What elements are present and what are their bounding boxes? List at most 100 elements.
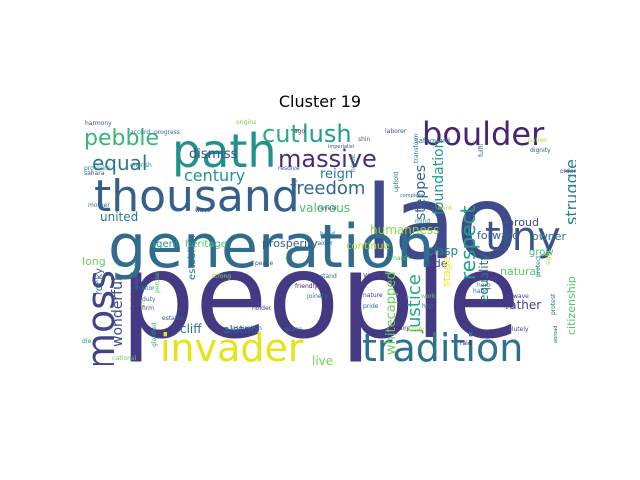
cloud-word-stand: stand [320, 273, 337, 280]
cloud-word-massive: massive [278, 145, 377, 173]
cloud-word-pride: pride [363, 303, 379, 310]
cloud-word-agent: agent [150, 239, 179, 250]
cloud-word-submission: submission [130, 287, 136, 315]
cloud-word-forward: forward [477, 229, 519, 242]
cloud-word-path: path [172, 124, 277, 178]
cloud-word-complete: complete [400, 193, 423, 199]
cloud-word-work: work [421, 293, 436, 300]
cloud-word-wave: wave [513, 293, 529, 300]
cloud-word-wonderful: wonderful [110, 277, 126, 347]
cloud-word-citizenship: citizenship [565, 276, 576, 335]
cloud-word-die: die [82, 338, 91, 345]
cloud-word-stage: stage [440, 256, 453, 287]
cloud-word-grow: grow [529, 247, 554, 258]
cloud-word-dismiss: dismiss [189, 147, 238, 162]
cloud-word-hop: hop [422, 303, 433, 310]
cloud-word-safeguard: safeguard [415, 137, 450, 145]
cloud-word-imperialist: imperialist [328, 144, 354, 150]
cloud-word-tradition: tradition [362, 326, 523, 365]
cloud-word-valorous: valorous [299, 201, 350, 215]
cloud-word-estates: estates [162, 315, 184, 322]
cloud-word-united: united [100, 210, 138, 224]
cloud-word-uphold: uphold [393, 171, 400, 192]
cloud-word-cover: cover [408, 326, 425, 333]
cloud-word-laborer: laborer [385, 128, 407, 135]
cloud-word-struggle: struggle [562, 159, 576, 225]
cloud-word-countless: countless [133, 260, 140, 289]
cloud-word-clasp: clasp [427, 244, 458, 258]
cloud-word-natural: natural [500, 265, 539, 278]
cloud-word-mother: mother [88, 202, 110, 209]
cloud-word-hard: hard [438, 205, 452, 212]
cloud-word-raid: raid [460, 340, 472, 347]
cloud-word-march: march [391, 255, 410, 262]
cloud-word-progress: progress [154, 129, 180, 136]
cloud-word-shin: shin [358, 136, 371, 143]
cloud-word-tiny: tiny [485, 214, 561, 260]
cloud-word-prosperity: prosperity [262, 237, 318, 250]
cloud-word-lush: lush [302, 120, 352, 148]
cloud-word-long: long [82, 255, 106, 268]
cloud-word-duty: duty [142, 296, 156, 303]
cloud-word-sight: sight [545, 250, 552, 265]
cloud-word-transform: transform [413, 133, 420, 163]
cloud-word-protest: protest [550, 293, 557, 315]
cloud-word-viger: viger [363, 271, 381, 279]
cloud-word-accord: accord [130, 129, 150, 136]
cloud-word-nation: nation [528, 137, 547, 144]
cloud-word-peruse: peruse [154, 272, 161, 293]
cloud-word-century: century [184, 166, 245, 185]
cloud-word-owner: owner [532, 230, 566, 243]
cloud-word-cliff: cliff [180, 322, 202, 336]
cloud-word-fulfil: fulfil [478, 144, 485, 157]
cloud-word-generation: generation [108, 212, 434, 282]
cloud-word-boulder: boulder [422, 115, 545, 153]
cloud-word-proud: proud [507, 216, 539, 229]
cloud-word-resolve: resolve [278, 165, 300, 172]
cloud-word-equality: equality [477, 254, 491, 302]
cloud-word-protect: protect [535, 255, 542, 277]
cloud-word-harmony: harmony [85, 120, 112, 127]
cloud-word-dignity: dignity [530, 147, 551, 154]
cloud-word-heritage: heritage [185, 239, 227, 250]
cloud-word-humanness: humanness [370, 223, 439, 237]
cloud-word-cut: cut [262, 120, 300, 148]
cloud-word-reign: reign [320, 167, 353, 182]
cloud-word-rocky: rocky [94, 268, 105, 295]
cloud-word-whitecapped: whitecapped [384, 272, 399, 355]
cloud-word-traitor: traitor [136, 285, 155, 292]
cloud-word-friendly: friendly [295, 283, 318, 290]
cloud-word-joinery: joinery [306, 293, 328, 300]
cloud-word-mind: mind [415, 218, 430, 225]
cloud-word-proclaim: proclaim [84, 165, 110, 172]
cloud-word-order: order [560, 168, 576, 175]
cloud-word-side: side [425, 257, 448, 270]
cloud-word-ago: ago [294, 128, 305, 135]
cloud-word-wave: wave [195, 207, 211, 214]
cloud-word-hand: hand [473, 288, 488, 295]
cloud-word-head: head [320, 231, 335, 238]
cloud-word-raider: raider [315, 240, 333, 247]
cloud-word-continue: continue [346, 241, 389, 252]
cloud-word-nature: nature [363, 292, 383, 299]
cloud-word-origins: origins [236, 119, 256, 126]
chart-title: Cluster 19 [278, 92, 362, 111]
cloud-word-people: people [120, 227, 520, 365]
cloud-word-justice: justice [404, 274, 425, 334]
cloud-word-live: live [312, 354, 333, 365]
cloud-word-sahara: sahara [84, 170, 105, 177]
cloud-word-respect: respect [456, 205, 480, 280]
cloud-word-glorified: glorified [151, 322, 158, 347]
cloud-word-acquire: acquire [388, 325, 411, 332]
cloud-word-holder: holder [252, 305, 272, 312]
cloud-word-moss: moss [80, 270, 123, 365]
cloud-word-abroad: abroad [553, 326, 559, 343]
cloud-word-pebble: pebble [84, 126, 159, 151]
cloud-word-establish: establish [187, 235, 198, 280]
cloud-word-peace: peace [255, 260, 273, 267]
cloud-word-entire: entire [476, 275, 494, 282]
cloud-word-firm: firm [142, 305, 154, 312]
cloud-word-cherish: cherish [130, 162, 152, 169]
cloud-word-thousand: thousand [94, 171, 300, 222]
